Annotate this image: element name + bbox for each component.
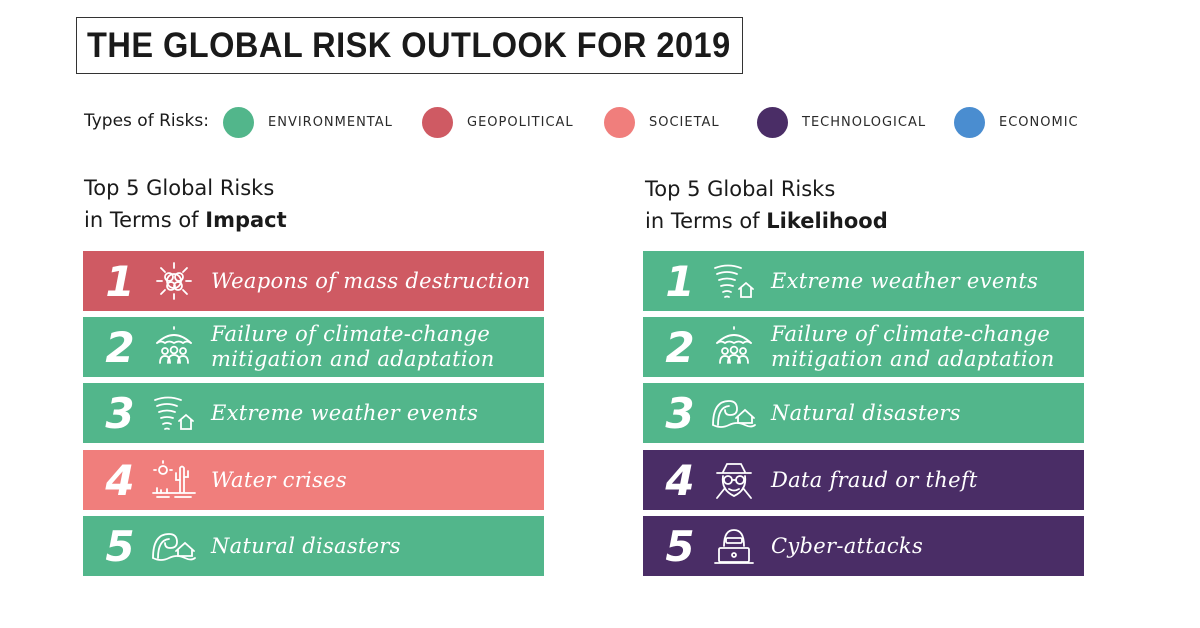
impact-risk-row-1: 1 Weapons of mass destruction [83,251,544,311]
risk-label-line1: Cyber-attacks [771,533,924,558]
risk-label-line1: Failure of climate-change [211,322,491,346]
risk-label: Water crises [211,468,347,493]
risk-label-line2: mitigation and adaptation [771,347,1055,371]
risk-label: Extreme weather events [771,269,1038,294]
impact-heading: Top 5 Global Risks in Terms of Impact [84,172,287,236]
likelihood-risk-row-1: 1 Extreme weather events [643,251,1084,311]
rank-number: 3 [665,388,695,438]
risk-label: Extreme weather events [211,401,478,426]
legend-text-environmental: ENVIRONMENTAL [268,114,393,130]
rank-number: 1 [665,256,695,306]
tornado-house-icon [709,259,759,303]
rank-number: 2 [105,322,135,372]
risk-label: Data fraud or theft [771,468,978,493]
likelihood-heading-line1: Top 5 Global Risks [645,177,836,201]
risk-label-line1: Data fraud or theft [771,467,978,492]
legend-item-societal: SOCIETAL [604,106,720,138]
rank-number: 4 [665,455,695,505]
legend-dot-economic [954,106,985,138]
likelihood-risk-row-4: 4 Data fraud or theft [643,450,1084,510]
risk-label: Cyber-attacks [771,534,923,559]
risk-label: Failure of climate-change mitigation and … [771,322,1055,372]
wave-house-icon [149,524,199,568]
risk-label-line1: Water crises [211,467,347,492]
legend-item-economic: ECONOMIC [954,106,1079,138]
explosion-icon [149,259,199,303]
impact-risk-row-5: 5 Natural disasters [83,516,544,576]
likelihood-heading-bold: Likelihood [766,209,888,233]
risk-label-line2: mitigation and adaptation [211,347,495,371]
likelihood-heading: Top 5 Global Risks in Terms of Likelihoo… [645,173,888,237]
risk-label-line1: Natural disasters [211,533,401,558]
page-title: THE GLOBAL RISK OUTLOOK FOR 2019 [87,25,731,65]
likelihood-heading-line2: in Terms of Likelihood [645,205,888,237]
legend-dot-technological [757,106,788,138]
rank-number: 5 [105,521,135,571]
rank-number: 2 [665,322,695,372]
risk-label: Failure of climate-change mitigation and … [211,322,495,372]
umbrella-people-icon [709,325,759,369]
legend-dot-environmental [223,106,254,138]
desert-cactus-icon [149,458,199,502]
rank-number: 5 [665,521,695,571]
risk-type-legend: Types of Risks: ENVIRONMENTAL GEOPOLITIC… [84,106,1104,138]
risk-label-line1: Natural disasters [771,400,961,425]
tornado-house-icon [149,391,199,435]
legend-item-geopolitical: GEOPOLITICAL [422,106,574,138]
risk-label-line1: Extreme weather events [211,400,479,425]
legend-text-geopolitical: GEOPOLITICAL [467,114,574,130]
impact-heading-bold: Impact [205,208,287,232]
likelihood-risk-row-2: 2 Failure of climate-change mitigation and… [643,317,1084,377]
hacker-laptop-icon [709,524,759,568]
risk-label-line1: Weapons of mass destruction [211,268,531,293]
legend-text-societal: SOCIETAL [649,114,720,130]
impact-risk-row-2: 2 Failure of climate-change mitigation and… [83,317,544,377]
impact-heading-line1: Top 5 Global Risks [84,176,275,200]
legend-dot-societal [604,106,635,138]
legend-dot-geopolitical [422,106,453,138]
risk-label: Weapons of mass destruction [211,269,530,294]
risk-label-line1: Extreme weather events [771,268,1039,293]
spy-icon [709,458,759,502]
legend-label: Types of Risks: [84,111,209,131]
rank-number: 1 [105,256,135,306]
impact-risk-row-3: 3 Extreme weather events [83,383,544,443]
likelihood-heading-prefix: in Terms of [645,209,767,233]
legend-item-technological: TECHNOLOGICAL [757,106,926,138]
risk-label-line1: Failure of climate-change [771,322,1051,346]
risk-label: Natural disasters [211,534,401,559]
wave-house-icon [709,391,759,435]
impact-heading-prefix: in Terms of [84,208,206,232]
legend-item-environmental: ENVIRONMENTAL [223,106,393,138]
umbrella-people-icon [149,325,199,369]
rank-number: 3 [105,388,135,438]
legend-text-economic: ECONOMIC [999,114,1079,130]
impact-risk-row-4: 4 Water crises [83,450,544,510]
likelihood-risk-row-5: 5 Cyber-attacks [643,516,1084,576]
risk-label: Natural disasters [771,401,961,426]
rank-number: 4 [105,455,135,505]
likelihood-risk-row-3: 3 Natural disasters [643,383,1084,443]
impact-heading-line2: in Terms of Impact [84,204,287,236]
legend-text-technological: TECHNOLOGICAL [802,114,927,130]
title-box: THE GLOBAL RISK OUTLOOK FOR 2019 [76,17,743,74]
